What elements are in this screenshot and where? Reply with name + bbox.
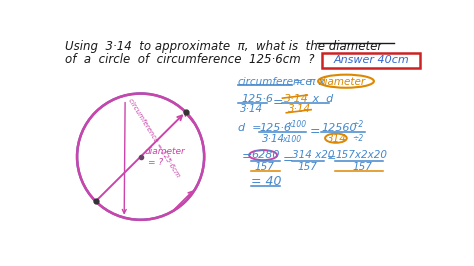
Text: =  π x: = π x — [294, 77, 325, 86]
Text: 314 x20: 314 x20 — [292, 151, 334, 160]
Text: 3·14: 3·14 — [262, 134, 285, 144]
Text: 157: 157 — [352, 162, 372, 172]
FancyBboxPatch shape — [322, 53, 420, 68]
Text: =: = — [310, 125, 320, 138]
Text: 125·6: 125·6 — [241, 94, 273, 103]
Text: 157: 157 — [298, 162, 318, 172]
Text: 6280: 6280 — [251, 151, 280, 160]
Text: 314: 314 — [327, 134, 346, 144]
Text: ÷2: ÷2 — [352, 120, 364, 130]
Text: 3·14: 3·14 — [288, 104, 311, 114]
Text: =: = — [327, 153, 336, 163]
Text: x  d: x d — [309, 94, 333, 103]
Text: x100: x100 — [287, 120, 306, 130]
Text: 157x2x20: 157x2x20 — [335, 151, 387, 160]
Text: 3·14: 3·14 — [240, 104, 263, 114]
Text: Answer 40cm: Answer 40cm — [334, 55, 410, 65]
Text: ÷2: ÷2 — [352, 134, 364, 143]
Text: 125·6: 125·6 — [259, 123, 291, 133]
Text: of  a  circle  of  circumference  125·6cm  ?: of a circle of circumference 125·6cm ? — [65, 53, 315, 66]
Text: circumference: circumference — [237, 77, 312, 86]
Text: 3·14: 3·14 — [284, 94, 309, 103]
Text: circumference = 125·6cm: circumference = 125·6cm — [127, 97, 181, 178]
Text: = 40: = 40 — [251, 175, 282, 188]
Text: 157: 157 — [255, 162, 274, 172]
Text: = ?: = ? — [148, 158, 164, 167]
Text: =: = — [283, 153, 293, 166]
Text: diameter: diameter — [319, 77, 366, 86]
Text: d  =: d = — [237, 123, 261, 133]
Text: diameter: diameter — [145, 147, 185, 156]
Text: =: = — [241, 151, 252, 164]
Text: x100: x100 — [283, 135, 301, 144]
Text: 12560: 12560 — [321, 123, 357, 133]
Text: Using  3·14  to approximate  π,  what is  the diameter: Using 3·14 to approximate π, what is the… — [65, 40, 383, 53]
Text: =: = — [273, 96, 283, 109]
